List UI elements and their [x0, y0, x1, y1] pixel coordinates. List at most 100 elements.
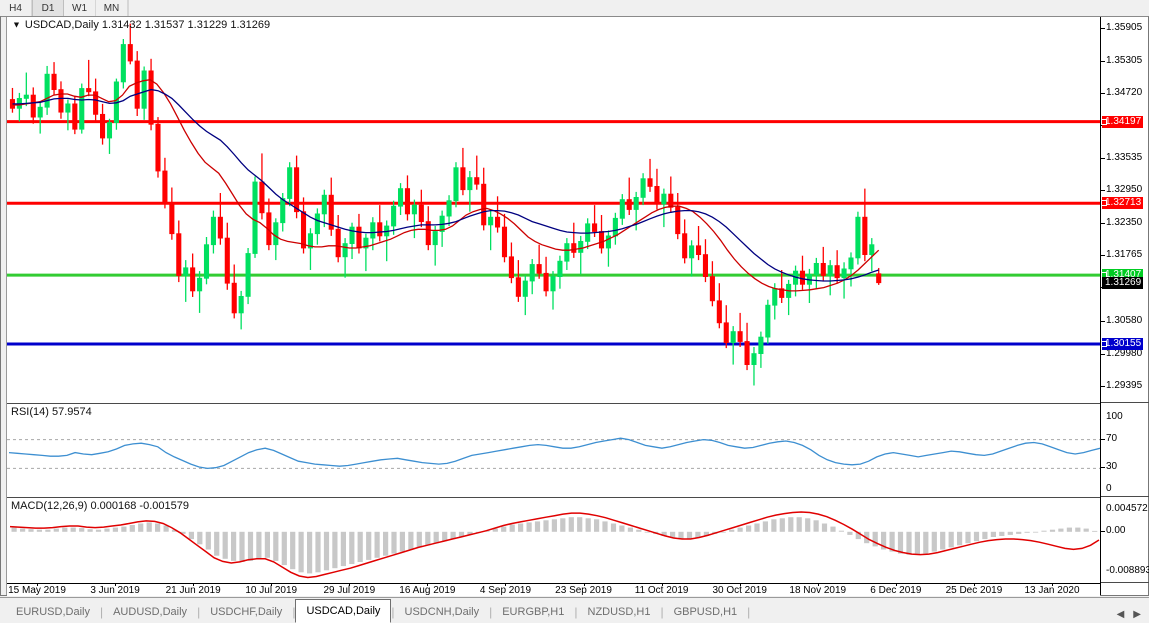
date-axis-tick	[193, 583, 195, 586]
macd-histogram-bar	[796, 517, 802, 532]
macd-histogram-bar	[619, 525, 625, 532]
macd-histogram-bar	[247, 531, 254, 561]
timeframe-label: W1	[72, 2, 87, 14]
tab-separator: |	[747, 605, 751, 619]
macd-histogram-bar	[897, 531, 904, 554]
price-tag-resistance[interactable]: 1.32713	[1102, 197, 1144, 210]
macd-histogram-bar	[560, 518, 566, 532]
macd-histogram-bar	[1058, 528, 1064, 532]
macd-histogram-bar	[636, 529, 642, 532]
date-axis-tick	[973, 583, 975, 586]
date-axis-tick	[817, 583, 819, 586]
price-pane[interactable]: ▼ USDCAD,Daily 1.31432 1.31537 1.31229 1.…	[7, 17, 1100, 402]
date-axis-tick	[739, 583, 741, 586]
macd-histogram-bar	[729, 529, 735, 532]
chart-tab-usdchf-daily[interactable]: USDCHF,Daily	[210, 606, 283, 618]
price-tag-last-price[interactable]: 1.31269	[1102, 276, 1144, 289]
chevron-down-icon[interactable]: ▼	[12, 20, 21, 30]
macd-histogram-bar	[889, 531, 895, 552]
date-axis-label: 15 May 2019	[8, 585, 66, 596]
date-axis-tick	[661, 583, 663, 586]
rsi-pane-title: RSI(14) 57.9574	[11, 406, 92, 418]
date-axis-label: 3 Jun 2019	[90, 585, 140, 596]
chart-tab-nzdusd-h1[interactable]: NZDUSD,H1	[587, 606, 651, 618]
tab-separator: |	[99, 605, 104, 619]
macd-histogram-bar	[231, 531, 237, 561]
macd-histogram-bar	[914, 531, 920, 555]
level-handle-resistance[interactable]	[1101, 118, 1107, 125]
macd-histogram-bar	[543, 520, 549, 532]
price-tag-support[interactable]: 1.30155	[1102, 337, 1144, 350]
macd-histogram-bar	[340, 531, 346, 567]
timeframe-button-d1[interactable]: D1	[32, 0, 64, 16]
macd-histogram-bar	[256, 531, 262, 559]
macd-histogram-bar	[577, 517, 583, 532]
macd-histogram-bar	[847, 531, 853, 535]
chart-area[interactable]: ▼ USDCAD,Daily 1.31432 1.31537 1.31229 1.…	[0, 16, 1149, 596]
price-axis-tick	[1101, 385, 1105, 387]
macd-pane[interactable]: MACD(12,26,9) 0.000168 -0.001579	[7, 497, 1100, 582]
chart-tab-eurusd-daily[interactable]: EURUSD,Daily	[16, 606, 90, 618]
macd-histogram-bar	[349, 531, 355, 564]
macd-histogram-bar	[923, 531, 929, 554]
date-axis-tick	[115, 583, 117, 586]
macd-histogram-bar	[813, 520, 819, 532]
chart-tab-usdcad-daily[interactable]: USDCAD,Daily	[295, 599, 392, 623]
macd-histogram-bar	[408, 531, 414, 550]
macd-histogram-bar	[788, 517, 794, 532]
macd-histogram-bar	[518, 523, 524, 532]
macd-histogram-bar	[568, 517, 574, 532]
macd-histogram-bar	[146, 522, 152, 532]
timeframe-button-mn[interactable]: MN	[96, 0, 128, 16]
level-handle-support[interactable]	[1101, 340, 1107, 347]
macd-histogram-bar	[70, 527, 76, 532]
macd-histogram-bar	[999, 531, 1005, 536]
macd-histogram-bar	[1024, 531, 1030, 533]
macd-histogram-bar	[720, 531, 726, 533]
macd-histogram-bar	[1016, 531, 1022, 534]
tab-scroll-right-icon[interactable]: ▶	[1133, 609, 1141, 620]
macd-histogram-bar	[881, 531, 887, 550]
chart-tab-audusd-daily[interactable]: AUDUSD,Daily	[113, 606, 188, 618]
rsi-axis-label: 100	[1106, 411, 1123, 422]
macd-histogram-bar	[315, 531, 321, 573]
macd-histogram-bar	[855, 531, 861, 540]
price-axis[interactable]: 1.359051.353051.347201.341351.335351.329…	[1100, 17, 1149, 595]
level-handle-resistance[interactable]	[1101, 200, 1107, 207]
rsi-pane[interactable]: RSI(14) 57.9574	[7, 403, 1100, 496]
macd-histogram-bar	[610, 523, 617, 532]
macd-histogram-bar	[383, 531, 389, 556]
chart-tab-usdcnh-daily[interactable]: USDCNH,Daily	[404, 606, 480, 618]
macd-histogram-bar	[872, 531, 878, 547]
price-axis-tick	[1101, 223, 1105, 225]
macd-histogram-bar	[458, 531, 465, 537]
timeframe-label: H4	[9, 2, 22, 14]
price-tag-resistance[interactable]: 1.34197	[1102, 115, 1144, 128]
price-axis-label: 1.29395	[1106, 379, 1143, 391]
price-axis-tick	[1101, 353, 1105, 355]
macd-histogram-bar	[307, 531, 313, 574]
rsi-axis-label: 30	[1106, 461, 1118, 473]
macd-histogram-bar	[670, 531, 676, 538]
timeframe-button-h4[interactable]: H4	[0, 0, 32, 16]
macd-histogram-bar	[492, 528, 498, 532]
tab-scroll-left-icon[interactable]: ◀	[1116, 609, 1125, 620]
macd-histogram-bar	[45, 529, 51, 532]
chart-tab-eurgbp-h1[interactable]: EURGBP,H1	[502, 606, 565, 618]
price-axis-tick	[1101, 190, 1105, 192]
macd-histogram-bar	[754, 523, 760, 532]
macd-histogram-bar	[87, 529, 93, 532]
macd-histogram-bar	[762, 521, 768, 532]
macd-histogram-bar	[129, 525, 135, 532]
macd-histogram-bar	[222, 531, 228, 559]
chart-tab-gbpusd-h1[interactable]: GBPUSD,H1	[673, 606, 738, 618]
date-axis-label: 23 Sep 2019	[555, 585, 612, 596]
macd-histogram-bar	[205, 531, 211, 550]
price-axis-label: 1.35905	[1106, 21, 1143, 33]
macd-histogram-bar	[366, 531, 372, 560]
price-axis-label: 1.32950	[1106, 184, 1143, 196]
tab-separator: |	[489, 605, 493, 619]
macd-histogram-bar	[28, 529, 34, 532]
macd-histogram-bar	[36, 529, 42, 532]
timeframe-button-w1[interactable]: W1	[64, 0, 96, 16]
